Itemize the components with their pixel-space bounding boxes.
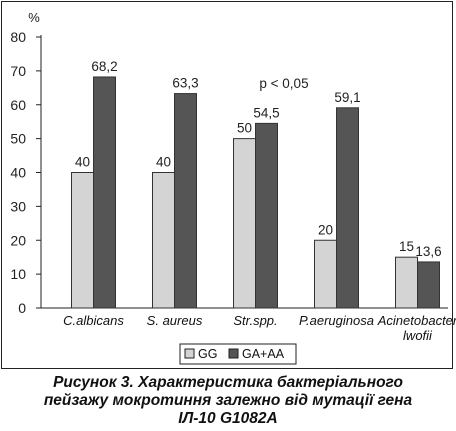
data-label: 63,3 xyxy=(172,76,198,91)
caption-line-1: Рисунок 3. Характеристика бактеріального xyxy=(53,374,403,391)
x-tick-label: lwofii xyxy=(403,328,433,343)
bar-chart: % 0 10 20 30 40 50 60 70 80 40 68,2 C.albicans 40 63,3… xyxy=(10,10,456,365)
y-tick-label: 70 xyxy=(10,63,26,79)
figure-caption: Рисунок 3. Характеристика бактеріального… xyxy=(0,374,456,428)
bar-ga-aa xyxy=(417,261,440,309)
data-label: 15 xyxy=(399,239,414,254)
data-label: 68,2 xyxy=(91,59,117,74)
data-label: 40 xyxy=(156,155,171,170)
x-tick-label: C.albicans xyxy=(63,313,124,328)
y-tick-label: 80 xyxy=(10,29,26,45)
y-tick-label: 10 xyxy=(10,266,26,282)
data-label: 54,5 xyxy=(253,105,279,120)
legend-swatch xyxy=(184,348,195,359)
legend-entry-label: GG xyxy=(198,347,217,361)
bar-gg xyxy=(395,256,418,309)
x-tick-label: S. aureus xyxy=(147,313,203,328)
y-tick-label: 60 xyxy=(10,97,26,113)
x-tick-label: Str.spp. xyxy=(233,313,277,328)
y-tick-label: 30 xyxy=(10,198,26,214)
bar-gg xyxy=(233,138,256,309)
x-tick-label: P.aeruginosa xyxy=(299,313,374,328)
data-label: 20 xyxy=(318,222,333,237)
caption-line-2: пейзажу мокротиння залежно від мутації г… xyxy=(43,392,413,409)
bar-ga-aa xyxy=(336,107,359,309)
legend-swatch xyxy=(228,348,239,359)
y-tick-label: 40 xyxy=(10,165,26,181)
bar-ga-aa xyxy=(174,93,197,309)
legend-entry-label: GA+AA xyxy=(242,347,285,361)
y-tick-label: 20 xyxy=(10,232,26,248)
data-label: 59,1 xyxy=(334,90,360,105)
data-label: 40 xyxy=(75,155,90,170)
y-tick-label: 50 xyxy=(10,131,26,147)
bar-ga-aa xyxy=(255,122,278,309)
bar-gg xyxy=(314,239,337,309)
significance-annotation: p < 0,05 xyxy=(259,76,308,91)
y-unit-label: % xyxy=(28,10,40,25)
data-label: 50 xyxy=(237,121,252,136)
x-tick-label: Acinetobacter xyxy=(377,313,456,328)
caption-line-3: ІЛ-10 G1082A xyxy=(178,410,278,427)
bar-gg xyxy=(71,172,94,309)
bar-ga-aa xyxy=(93,76,116,309)
data-label: 13,6 xyxy=(415,244,441,259)
bar-gg xyxy=(152,172,175,309)
y-tick-label: 0 xyxy=(18,300,26,316)
